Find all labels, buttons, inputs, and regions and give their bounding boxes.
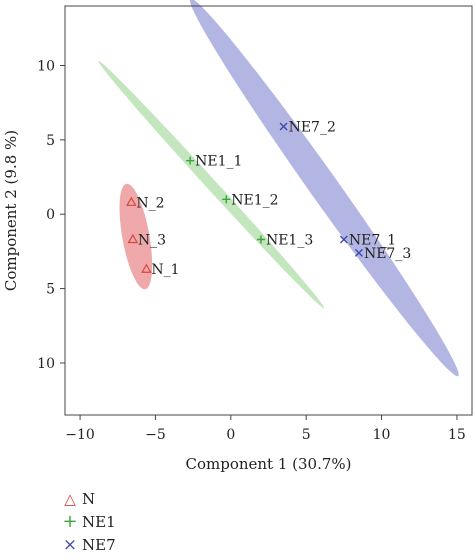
point-ne7-2-marker — [279, 122, 288, 131]
y-tick-label: 5 — [46, 282, 55, 298]
ellipse-n — [119, 183, 153, 290]
y-tick-label: 10 — [37, 356, 55, 372]
ellipse-ne1 — [98, 60, 325, 309]
point-ne1-2-marker — [222, 195, 231, 204]
legend-label-n: N — [82, 489, 96, 508]
legend: △ N + NE1 × NE7 — [58, 487, 116, 556]
y-tick-label: 5 — [46, 133, 55, 149]
x-axis-label: Component 1 (30.7%) — [185, 455, 351, 473]
x-tick-label: 0 — [226, 427, 235, 443]
data-points — [126, 122, 363, 273]
point-ne7-3-marker — [354, 248, 363, 257]
point-n-1-label: N_1 — [151, 262, 179, 278]
legend-item-n: △ N — [58, 487, 116, 510]
y-axis-label: Component 2 (9.8 %) — [2, 130, 20, 291]
x-tick-label: 10 — [373, 427, 391, 443]
point-n-3-label: N_3 — [138, 233, 166, 249]
x-tick-label: 5 — [302, 427, 311, 443]
point-n-1-marker — [141, 263, 152, 273]
point-ne7-2-label: NE7_2 — [289, 119, 336, 135]
point-ne1-1-label: NE1_1 — [195, 154, 242, 170]
point-ne1-1-marker — [186, 156, 195, 165]
point-n-2-label: N_2 — [136, 195, 164, 211]
ellipse-ne7 — [189, 0, 459, 377]
legend-item-ne1: + NE1 — [58, 510, 116, 533]
plot-frame — [64, 5, 473, 416]
legend-item-ne7: × NE7 — [58, 533, 116, 556]
x-axis-ticks: −10 −5 0 5 10 15 — [65, 415, 466, 443]
point-ne1-3-marker — [256, 235, 265, 244]
point-ne7-1-marker — [339, 235, 348, 244]
triangle-icon: △ — [64, 489, 76, 508]
legend-label-ne1: NE1 — [82, 512, 116, 531]
point-ne7-1-label: NE7_1 — [349, 233, 396, 249]
legend-label-ne7: NE7 — [82, 535, 116, 554]
cross-icon: × — [62, 534, 78, 555]
y-tick-label: 0 — [46, 207, 55, 223]
confidence-ellipses — [98, 0, 459, 377]
x-tick-label: −5 — [145, 427, 166, 443]
point-ne7-3-label: NE7_3 — [364, 246, 411, 262]
x-tick-label: 15 — [448, 427, 466, 443]
y-axis-ticks: 10 5 0 5 10 — [37, 58, 65, 372]
point-n-3-marker — [127, 233, 139, 244]
point-ne1-3-label: NE1_3 — [266, 233, 313, 249]
point-ne1-2-label: NE1_2 — [231, 192, 278, 208]
x-tick-label: −10 — [65, 427, 95, 443]
point-n-2-marker — [126, 196, 137, 206]
y-tick-label: 10 — [37, 58, 55, 74]
plus-icon: + — [62, 511, 78, 532]
